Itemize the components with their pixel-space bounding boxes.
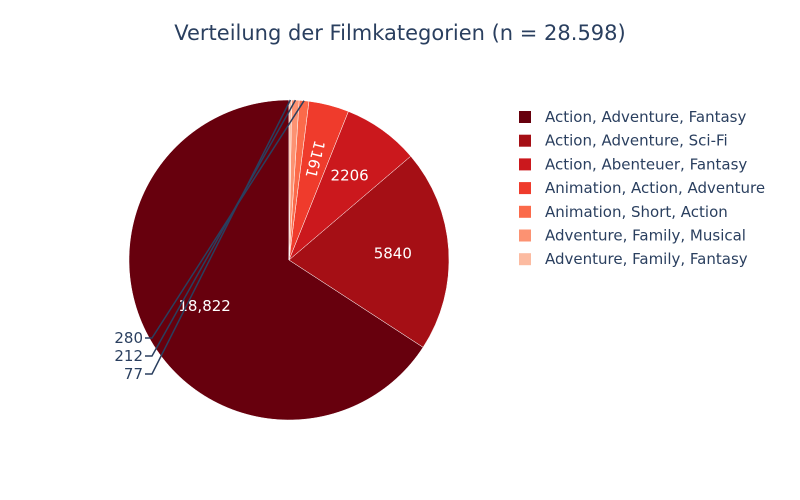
label-leader-line — [145, 99, 292, 375]
legend-item-action-abenteuer-fantasy[interactable]: Action, Abenteuer, Fantasy — [519, 155, 747, 173]
legend-item-animation-short-action[interactable]: Animation, Short, Action — [519, 203, 728, 221]
chart-title: Verteilung der Filmkategorien (n = 28.59… — [174, 21, 625, 45]
legend-item-animation-action-adventure[interactable]: Animation, Action, Adventure — [519, 179, 765, 197]
pie-slice-action-adventure-sci-fi[interactable] — [288, 155, 450, 348]
slice-value-label: 212 — [114, 347, 143, 365]
legend-item-adventure-family-fantasy[interactable]: Adventure, Family, Fantasy — [519, 250, 748, 268]
legend-swatch — [519, 182, 531, 195]
legend-item-action-adventure-fantasy[interactable]: Action, Adventure, Fantasy — [519, 108, 746, 126]
legend-swatch — [519, 134, 531, 147]
pie-slice-action-adventure-fantasy[interactable] — [128, 99, 424, 421]
slice-value-label: 5840 — [374, 244, 412, 262]
legend-label: Adventure, Family, Fantasy — [545, 250, 748, 268]
label-leader-line — [145, 100, 305, 339]
legend-swatch — [519, 205, 531, 218]
legend: Action, Adventure, Fantasy Action, Advent… — [519, 108, 765, 268]
legend-label: Action, Abenteuer, Fantasy — [545, 155, 747, 173]
slice-value-label: 2206 — [331, 167, 369, 185]
pie-slice-adventure-family-fantasy[interactable] — [288, 99, 292, 261]
legend-item-action-adventure-sci-fi[interactable]: Action, Adventure, Sci-Fi — [519, 132, 728, 150]
slice-value-label: 18,822 — [178, 297, 231, 315]
legend-swatch — [519, 111, 531, 123]
legend-label: Animation, Action, Adventure — [545, 179, 765, 197]
legend-label: Action, Adventure, Fantasy — [545, 108, 746, 126]
legend-swatch — [519, 253, 531, 266]
slice-value-label: 77 — [124, 365, 143, 383]
legend-swatch — [519, 158, 531, 171]
slice-value-label: 280 — [114, 329, 143, 347]
legend-label: Animation, Short, Action — [545, 203, 728, 221]
legend-item-adventure-family-musical[interactable]: Adventure, Family, Musical — [519, 227, 746, 245]
legend-label: Action, Adventure, Sci-Fi — [545, 132, 728, 150]
pie-slices — [128, 99, 450, 421]
legend-swatch — [519, 229, 531, 242]
legend-label: Adventure, Family, Musical — [545, 227, 746, 245]
